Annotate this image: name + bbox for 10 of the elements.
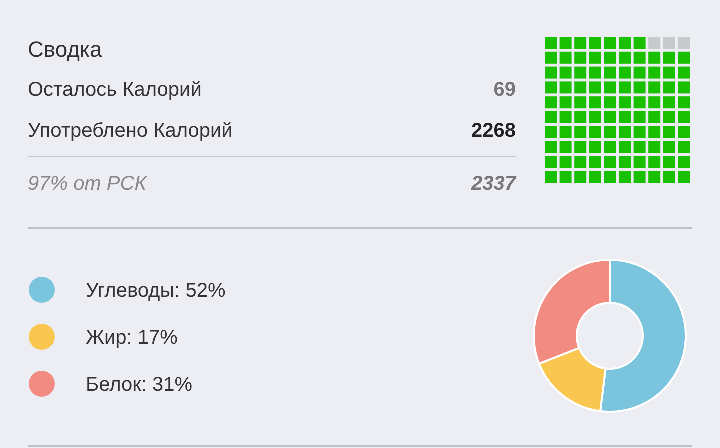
legend-label: Жир: 17% bbox=[86, 327, 178, 349]
legend-label: Углеводы: 52% bbox=[86, 280, 226, 302]
legend-label: Белок: 31% bbox=[86, 374, 193, 396]
data-label: 2268 bbox=[472, 120, 516, 142]
category-label: Употреблено Калорий bbox=[28, 120, 233, 142]
category-label: 97% от РСК bbox=[28, 173, 148, 195]
category-label: Осталось Калорий bbox=[28, 79, 202, 101]
data-label: 69 bbox=[494, 79, 516, 101]
data-label: 2337 bbox=[470, 173, 517, 195]
text: Сводка bbox=[28, 37, 104, 62]
